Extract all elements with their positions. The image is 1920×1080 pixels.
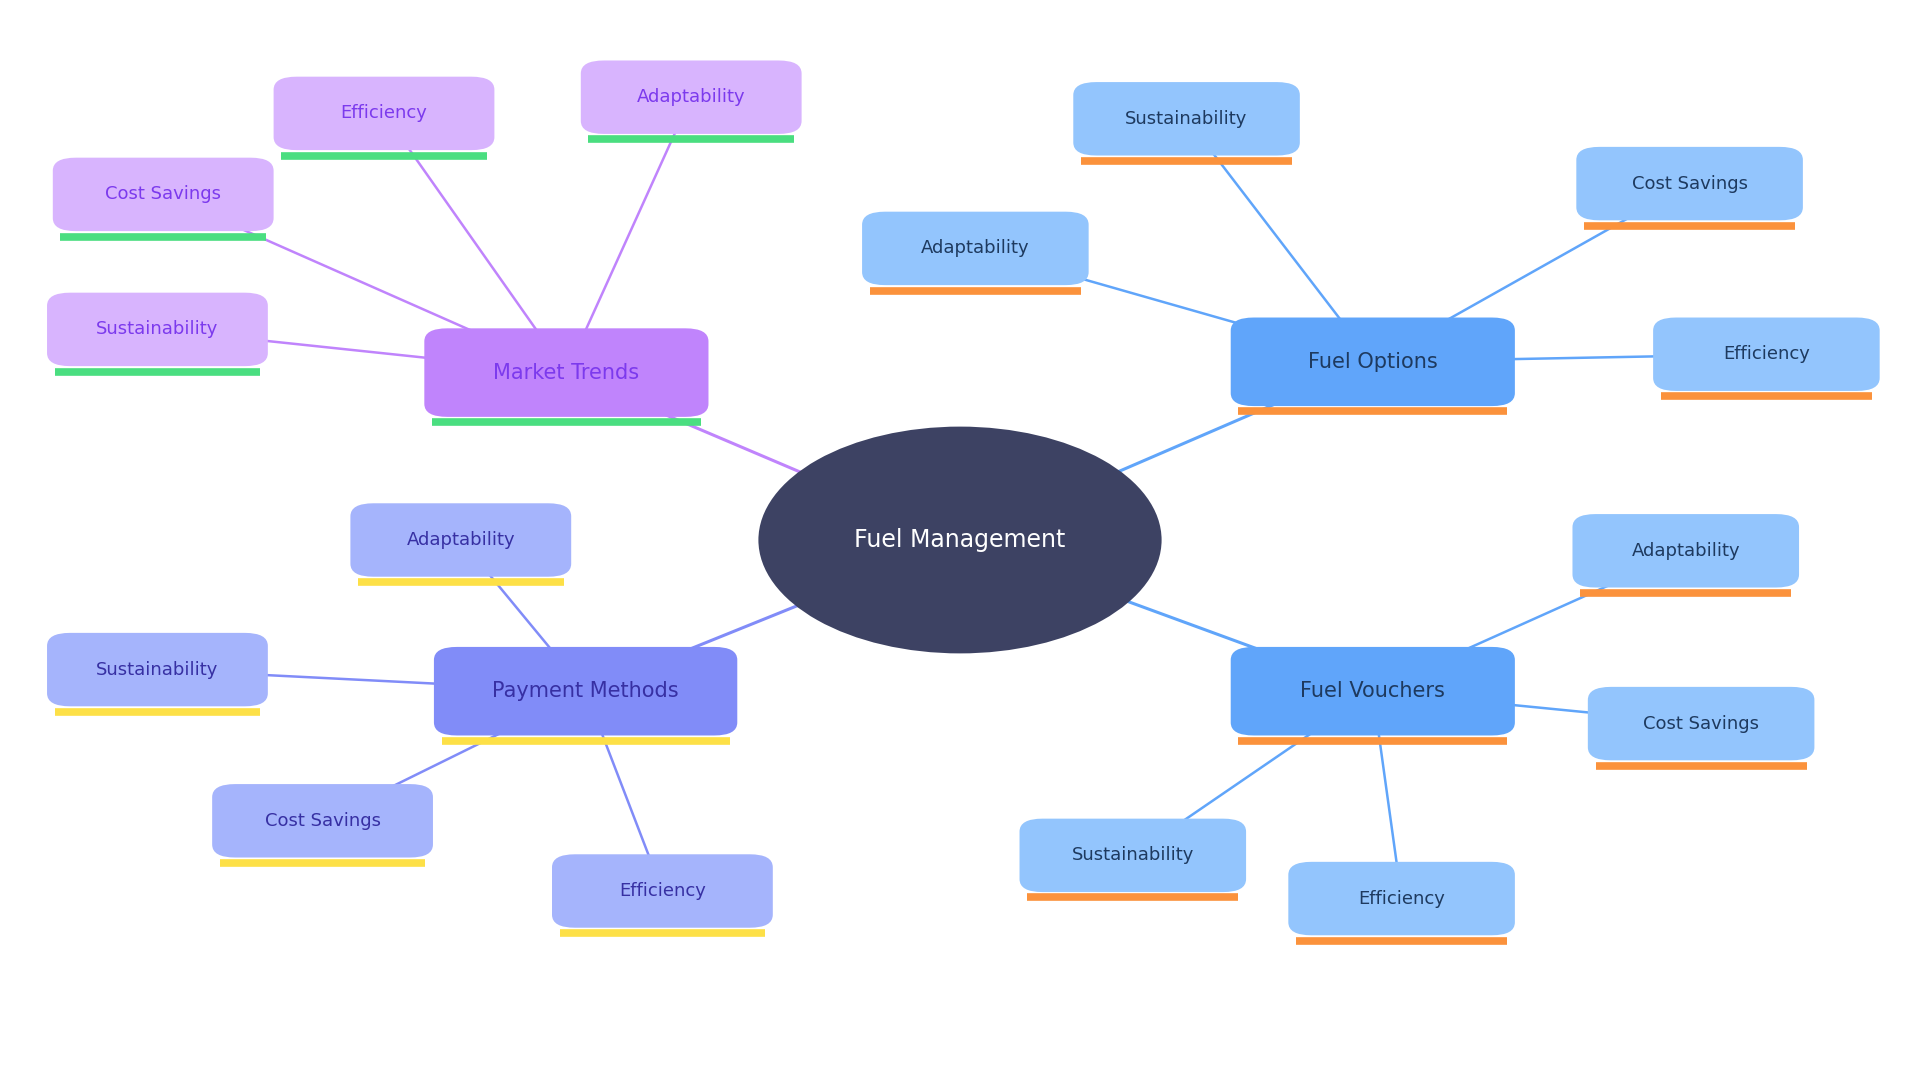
Text: Sustainability: Sustainability xyxy=(96,661,219,678)
FancyBboxPatch shape xyxy=(1073,82,1300,156)
FancyBboxPatch shape xyxy=(1231,318,1515,406)
FancyBboxPatch shape xyxy=(54,158,275,231)
Text: Market Trends: Market Trends xyxy=(493,363,639,382)
FancyBboxPatch shape xyxy=(46,633,269,706)
FancyBboxPatch shape xyxy=(1288,862,1515,935)
Text: Fuel Vouchers: Fuel Vouchers xyxy=(1300,681,1446,701)
FancyBboxPatch shape xyxy=(275,77,495,150)
FancyBboxPatch shape xyxy=(1020,819,1246,892)
FancyBboxPatch shape xyxy=(580,60,801,134)
Text: Adaptability: Adaptability xyxy=(1632,542,1740,559)
Text: Fuel Options: Fuel Options xyxy=(1308,352,1438,372)
Text: Sustainability: Sustainability xyxy=(1125,110,1248,127)
FancyBboxPatch shape xyxy=(1231,647,1515,735)
Text: Cost Savings: Cost Savings xyxy=(1632,175,1747,192)
Ellipse shape xyxy=(758,427,1162,653)
FancyBboxPatch shape xyxy=(434,647,737,735)
Text: Sustainability: Sustainability xyxy=(1071,847,1194,864)
FancyBboxPatch shape xyxy=(424,328,708,417)
Text: Adaptability: Adaptability xyxy=(407,531,515,549)
Text: Efficiency: Efficiency xyxy=(1357,890,1446,907)
Text: Cost Savings: Cost Savings xyxy=(1644,715,1759,732)
Text: Payment Methods: Payment Methods xyxy=(492,681,680,701)
Text: Cost Savings: Cost Savings xyxy=(265,812,380,829)
FancyBboxPatch shape xyxy=(1572,514,1799,588)
Text: Efficiency: Efficiency xyxy=(1722,346,1811,363)
FancyBboxPatch shape xyxy=(553,854,772,928)
Text: Cost Savings: Cost Savings xyxy=(106,186,221,203)
FancyBboxPatch shape xyxy=(862,212,1089,285)
FancyBboxPatch shape xyxy=(46,293,269,366)
Text: Efficiency: Efficiency xyxy=(618,882,707,900)
FancyBboxPatch shape xyxy=(1576,147,1803,220)
Text: Sustainability: Sustainability xyxy=(96,321,219,338)
FancyBboxPatch shape xyxy=(1588,687,1814,760)
FancyBboxPatch shape xyxy=(1653,318,1880,391)
Text: Adaptability: Adaptability xyxy=(922,240,1029,257)
Text: Fuel Management: Fuel Management xyxy=(854,528,1066,552)
FancyBboxPatch shape xyxy=(349,503,572,577)
Text: Efficiency: Efficiency xyxy=(340,105,428,122)
FancyBboxPatch shape xyxy=(213,784,434,858)
Text: Adaptability: Adaptability xyxy=(637,89,745,106)
